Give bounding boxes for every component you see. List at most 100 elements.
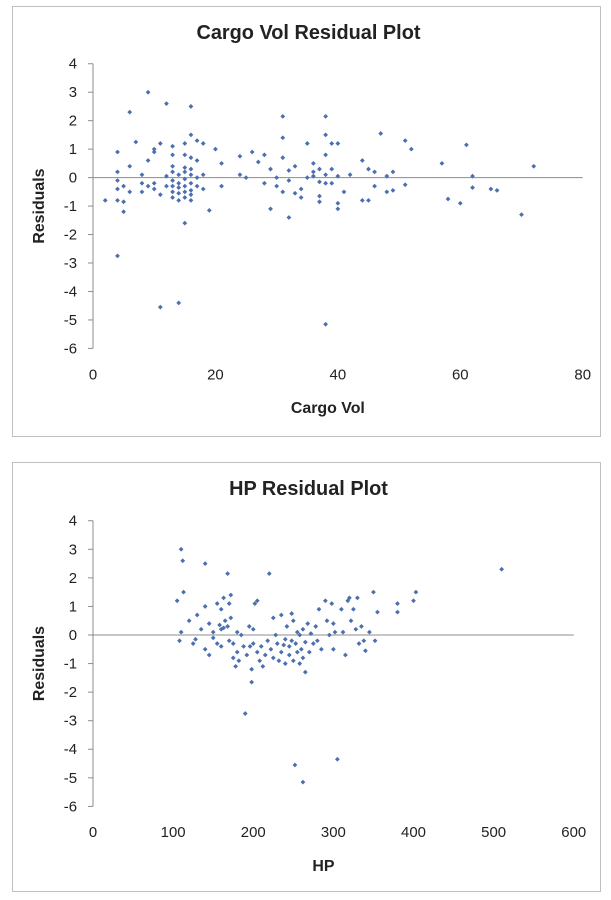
data-point <box>170 163 175 169</box>
data-point <box>200 172 206 178</box>
data-point <box>178 546 184 552</box>
data-point <box>115 169 120 175</box>
data-point <box>323 321 328 327</box>
data-point <box>202 646 208 652</box>
data-point <box>127 189 133 195</box>
data-point <box>177 638 182 644</box>
data-point <box>308 631 314 636</box>
data-point <box>372 169 377 175</box>
data-point <box>338 606 344 612</box>
y-tick-label: -3 <box>64 255 77 272</box>
x-tick-label: 0 <box>89 824 97 841</box>
data-point <box>304 141 310 146</box>
y-tick-label: 0 <box>69 170 77 187</box>
data-point <box>115 253 120 259</box>
x-tick-label: 300 <box>321 824 346 841</box>
data-point <box>343 652 348 658</box>
y-tick-label: -4 <box>64 283 77 300</box>
data-point <box>182 141 188 146</box>
data-point <box>366 166 371 172</box>
data-point <box>127 109 133 115</box>
data-point <box>257 658 263 664</box>
data-point <box>310 160 316 166</box>
data-point <box>274 175 280 180</box>
data-point <box>250 626 256 632</box>
data-point <box>519 212 524 218</box>
data-point <box>210 635 216 641</box>
data-point <box>372 183 377 189</box>
data-point <box>322 598 328 604</box>
y-tick-label: -5 <box>64 770 77 787</box>
y-tick-label: -1 <box>64 198 77 215</box>
data-point <box>115 178 120 183</box>
data-point <box>298 195 304 200</box>
data-point <box>200 186 206 192</box>
data-point <box>174 598 180 604</box>
data-point <box>102 197 108 203</box>
data-point <box>164 183 169 189</box>
data-point <box>237 153 243 159</box>
data-point <box>323 172 328 178</box>
data-point <box>268 646 274 652</box>
data-point <box>219 183 224 189</box>
data-point <box>290 618 296 624</box>
data-point <box>289 611 295 616</box>
data-point <box>139 189 145 195</box>
data-point <box>237 172 243 178</box>
data-point <box>115 149 120 155</box>
data-point <box>280 135 286 141</box>
y-tick-label: 3 <box>69 84 77 101</box>
data-point <box>188 180 194 186</box>
data-point <box>145 158 151 163</box>
data-point <box>157 192 163 198</box>
data-point <box>270 655 276 661</box>
data-point <box>268 166 273 172</box>
y-axis-title: Residuals <box>31 626 48 701</box>
data-point <box>176 185 182 190</box>
data-point <box>270 615 276 621</box>
data-point <box>250 641 256 646</box>
data-point <box>323 180 328 186</box>
data-point <box>347 595 352 601</box>
x-axis-title: Cargo Vol <box>291 400 365 417</box>
chart-title: Cargo Vol Residual Plot <box>196 22 420 44</box>
data-point <box>273 632 279 638</box>
data-point <box>329 166 335 172</box>
data-point <box>457 200 463 206</box>
data-point <box>323 114 328 119</box>
data-point <box>151 149 157 155</box>
data-point <box>249 679 255 685</box>
data-point <box>121 209 126 215</box>
data-point <box>289 638 295 644</box>
data-point <box>286 178 292 183</box>
data-point <box>282 636 288 642</box>
data-point <box>182 195 188 200</box>
data-point <box>206 621 212 626</box>
data-point <box>262 152 267 158</box>
data-point <box>310 169 316 175</box>
x-tick-label: 400 <box>401 824 426 841</box>
data-point <box>254 649 260 655</box>
data-point <box>210 629 216 635</box>
data-point <box>188 188 194 193</box>
data-point <box>310 173 316 179</box>
data-point <box>280 114 286 119</box>
y-tick-label: 2 <box>69 113 77 130</box>
data-point <box>230 641 236 646</box>
data-point <box>182 165 188 171</box>
hp-residual-plot-svg: HP Residual Plot 4 3 2 1 0 -1 -2 -3 -4 -5 -6 0 100 200… <box>31 478 586 875</box>
data-point <box>226 601 232 606</box>
data-point <box>284 624 290 629</box>
data-point <box>294 649 300 655</box>
data-point <box>348 618 354 624</box>
data-point <box>351 606 356 612</box>
data-point <box>306 649 312 655</box>
data-point <box>194 612 200 618</box>
y-tick-label: -4 <box>64 741 77 758</box>
data-point <box>353 626 359 632</box>
data-point <box>262 180 267 186</box>
data-point <box>241 644 247 649</box>
data-point <box>340 629 346 635</box>
y-tick-label: -6 <box>64 798 77 815</box>
data-point <box>170 195 175 200</box>
